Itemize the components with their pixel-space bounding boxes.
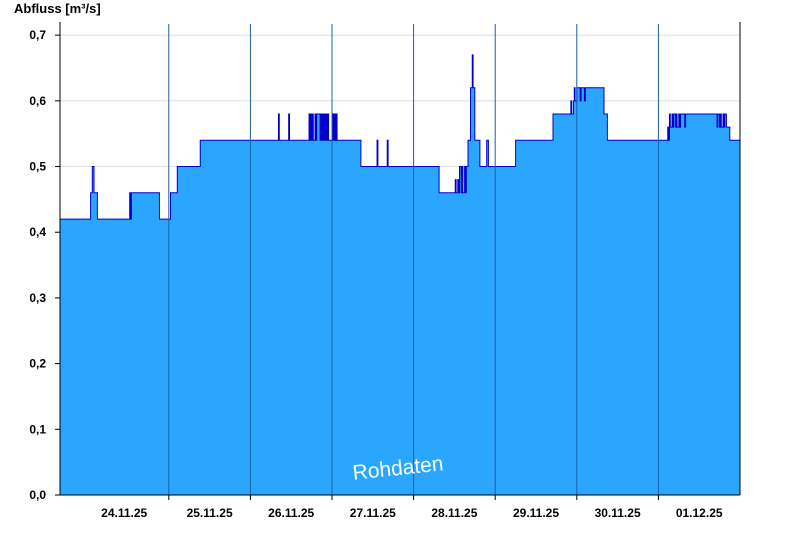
x-tick-label-5: 29.11.25 xyxy=(513,506,559,520)
x-tick-label-0: 24.11.25 xyxy=(101,506,147,520)
y-tick-label-0: 0,0 xyxy=(29,488,46,502)
y-tick-label-1: 0,1 xyxy=(29,422,46,436)
discharge-area xyxy=(60,54,740,495)
day-boundary-lines xyxy=(168,24,659,495)
y-tick-labels: 0,0 0,1 0,2 0,3 0,4 0,5 0,6 0,7 xyxy=(29,28,46,502)
x-tick-label-7: 01.12.25 xyxy=(676,506,723,520)
x-tick-label-2: 26.11.25 xyxy=(268,506,314,520)
plot-area xyxy=(60,54,740,495)
x-tick-label-1: 25.11.25 xyxy=(187,506,233,520)
x-tick-label-6: 30.11.25 xyxy=(595,506,641,520)
y-axis-title: Abfluss [m³/s] xyxy=(14,1,101,16)
x-tick-labels: 24.11.25 25.11.25 26.11.25 27.11.25 28.11.25… xyxy=(101,506,723,520)
y-tick-label-7: 0,7 xyxy=(29,28,46,42)
y-tick-label-4: 0,4 xyxy=(29,225,46,239)
axes xyxy=(55,22,741,500)
y-tick-label-6: 0,6 xyxy=(29,94,46,108)
y-tick-label-2: 0,2 xyxy=(29,357,46,371)
discharge-line xyxy=(60,54,740,220)
x-tick-label-4: 28.11.25 xyxy=(431,506,477,520)
y-tick-label-3: 0,3 xyxy=(29,291,46,305)
y-tick-label-5: 0,5 xyxy=(29,160,46,174)
x-tick-label-3: 27.11.25 xyxy=(350,506,396,520)
